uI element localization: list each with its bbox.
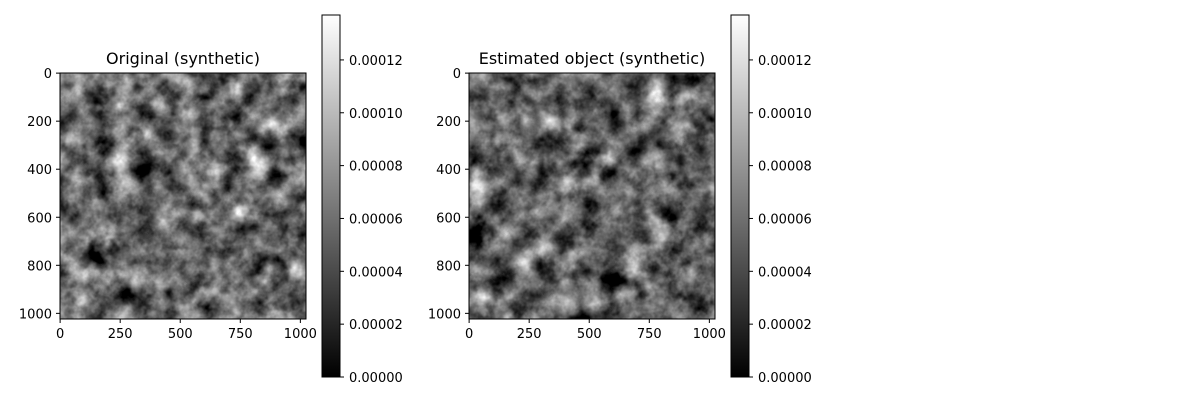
image-frame [468, 72, 716, 320]
x-tick-label: 1000 [284, 327, 317, 342]
y-tick-label: 200 [436, 115, 461, 130]
colorbar-tick-label: 0.00000 [349, 371, 403, 386]
x-tick-label: 750 [637, 327, 662, 342]
colorbar-tick-label: 0.00008 [349, 160, 403, 175]
y-tick-label: 600 [436, 211, 461, 226]
x-tick-label: 250 [108, 327, 133, 342]
y-tick-label: 1000 [19, 307, 52, 322]
image-heatmap [469, 73, 715, 319]
panel-1: Original (synthetic) 0 250 500 750 1000 0 200 40… [19, 14, 403, 386]
y-tick-label: 200 [27, 115, 52, 130]
panel-2: Estimated object (synthetic) 0 250 500 750 10… [428, 14, 812, 386]
image-heatmap [60, 73, 306, 319]
colorbar-tick-label: 0.00006 [349, 212, 403, 227]
x-tick-label: 250 [517, 327, 542, 342]
y-tick-label: 0 [44, 67, 52, 82]
colorbar-frame [730, 14, 750, 378]
x-tick-label: 500 [577, 327, 602, 342]
colorbar: 0.00000 0.00002 0.00004 0.00006 0.00008 0.000… [730, 14, 812, 386]
x-tick-label: 0 [56, 327, 64, 342]
colorbar-gradient [731, 15, 749, 377]
colorbar: 0.00000 0.00002 0.00004 0.00006 0.00008 0.000… [321, 14, 403, 386]
y-tick-label: 800 [436, 259, 461, 274]
y-tick-label: 1000 [428, 307, 461, 322]
colorbar-tick-label: 0.00004 [349, 265, 403, 280]
colorbar-tick-label: 0.00010 [349, 107, 403, 122]
image-frame [59, 72, 307, 320]
x-tick-label: 750 [228, 327, 253, 342]
colorbar-tick-label: 0.00000 [758, 371, 812, 386]
panel-title: Estimated object (synthetic) [479, 49, 706, 68]
colorbar-tick-label: 0.00010 [758, 107, 812, 122]
colorbar-gradient [322, 15, 340, 377]
colorbar-tick-label: 0.00008 [758, 160, 812, 175]
y-tick-label: 800 [27, 259, 52, 274]
colorbar-tick-label: 0.00012 [349, 54, 403, 69]
y-tick-label: 400 [27, 163, 52, 178]
colorbar-frame [321, 14, 341, 378]
panel-title: Original (synthetic) [106, 49, 260, 68]
x-tick-label: 0 [465, 327, 473, 342]
y-tick-label: 0 [453, 67, 461, 82]
x-tick-label: 1000 [693, 327, 726, 342]
colorbar-tick-label: 0.00006 [758, 212, 812, 227]
colorbar-tick-label: 0.00002 [349, 318, 403, 333]
y-tick-label: 400 [436, 163, 461, 178]
colorbar-tick-label: 0.00012 [758, 54, 812, 69]
y-tick-label: 600 [27, 211, 52, 226]
colorbar-tick-label: 0.00004 [758, 265, 812, 280]
colorbar-tick-label: 0.00002 [758, 318, 812, 333]
x-tick-label: 500 [168, 327, 193, 342]
